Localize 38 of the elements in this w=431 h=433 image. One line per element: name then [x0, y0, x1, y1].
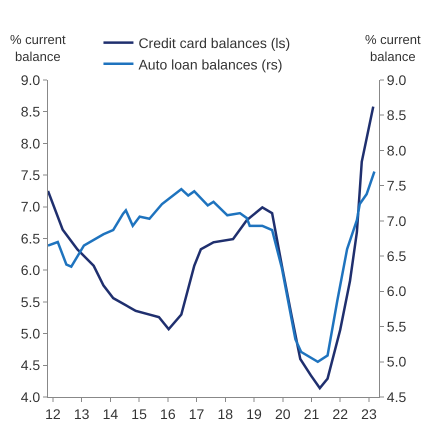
y-axis-title: % current balance	[10, 32, 66, 64]
y2-tick-label: 7.5	[386, 178, 406, 194]
y-tick-label: 7.5	[20, 167, 40, 183]
y2-tick-label: 6.0	[386, 283, 406, 300]
x-tick-label: 13	[74, 406, 90, 422]
y-tick-label: 4.5	[20, 357, 40, 374]
x-tick-label: 17	[188, 406, 205, 422]
y2-tick-label: 6.5	[386, 248, 406, 264]
line-series	[48, 170, 376, 364]
x-tick-label: 23	[361, 406, 377, 422]
x-tick-label: 14	[102, 406, 118, 422]
y-tick-label: 8.5	[20, 104, 40, 120]
y-tick-label: 8.0	[20, 135, 40, 152]
y2-tick-label: 7.0	[386, 212, 406, 229]
y2-tick-label: 5.5	[386, 318, 406, 334]
y-tick-label: 4.0	[20, 388, 40, 405]
x-tick-label: 16	[160, 406, 176, 422]
y2-tick-label: 5.0	[386, 354, 406, 370]
x-tick-label: 20	[274, 406, 291, 422]
x-tick-label: 18	[217, 406, 234, 422]
legend-label: Auto loan balances (rs)	[138, 56, 282, 72]
y-tick-label: 5.5	[20, 294, 40, 310]
x-tick-label: 19	[246, 406, 262, 422]
x-tick-label: 21	[304, 406, 320, 422]
y-tick-label: 9.0	[20, 72, 40, 88]
y-tick-label: 6.0	[20, 262, 40, 278]
y2-tick-label: 4.5	[386, 388, 406, 405]
legend-label: Credit card balances (ls)	[138, 35, 290, 52]
y2-tick-label: 8.5	[386, 107, 406, 124]
x-tick-label: 22	[332, 406, 348, 422]
y2-tick-label: 8.0	[386, 142, 406, 158]
y2-axis-title: % current balance	[365, 32, 422, 64]
y-tick-label: 7.0	[20, 198, 40, 215]
x-tick-label: 12	[45, 406, 61, 422]
y-tick-label: 5.0	[20, 326, 40, 342]
x-tick-label: 15	[131, 406, 148, 422]
y2-tick-label: 9.0	[386, 72, 406, 88]
y-tick-label: 6.5	[20, 230, 40, 246]
